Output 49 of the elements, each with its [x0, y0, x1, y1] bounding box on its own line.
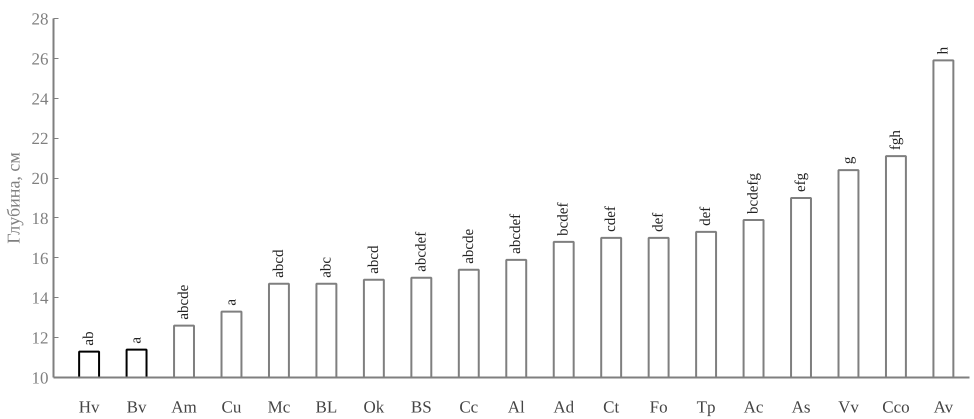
- y-tick-label: 20: [32, 169, 48, 188]
- data-label: h: [935, 46, 952, 54]
- x-tick-label: Cu: [222, 398, 242, 416]
- data-label: def: [698, 206, 714, 226]
- data-label: abcd: [366, 244, 382, 274]
- y-tick-label: 22: [32, 129, 48, 148]
- data-label: abc: [318, 256, 334, 278]
- y-tick-label: 16: [32, 248, 48, 268]
- data-label: fgh: [888, 130, 904, 150]
- y-tick-label: 18: [32, 208, 48, 228]
- data-label: bcdefg: [746, 172, 762, 214]
- x-tick-label: Ad: [553, 398, 575, 416]
- x-tick-label: Fo: [650, 398, 668, 416]
- y-tick-label: 14: [32, 288, 49, 308]
- y-tick-label: 28: [32, 10, 48, 28]
- data-label: efg: [793, 172, 810, 192]
- x-tick-label: Tp: [696, 398, 716, 416]
- x-tick-label: Hv: [78, 398, 100, 416]
- data-label: a: [128, 336, 145, 344]
- data-label: abcdef: [508, 214, 524, 254]
- x-tick-label: Cc: [459, 398, 479, 416]
- data-label: bcdef: [556, 202, 572, 236]
- x-tick-label: Cco: [882, 398, 910, 416]
- x-tick-label: Bv: [126, 398, 147, 416]
- data-label: cdef: [603, 206, 620, 232]
- x-tick-label: BL: [316, 398, 338, 416]
- data-label: abcde: [176, 284, 192, 320]
- x-tick-label: Am: [171, 398, 197, 416]
- x-tick-label: Al: [508, 398, 526, 416]
- data-label: abcdef: [413, 232, 430, 272]
- x-tick-label: Vv: [838, 398, 860, 416]
- data-label: g: [840, 156, 856, 164]
- y-tick-label: 10: [32, 368, 48, 388]
- data-label: abcde: [460, 228, 477, 264]
- x-tick-label: Ct: [603, 398, 620, 416]
- y-axis-title: Глубина, см: [4, 152, 24, 244]
- y-tick-label: 26: [32, 49, 48, 68]
- data-label: abcd: [270, 248, 287, 278]
- y-tick-label: 12: [32, 328, 48, 348]
- x-tick-label: As: [792, 398, 810, 416]
- x-tick-label: Av: [934, 398, 954, 416]
- data-label: ab: [81, 331, 98, 346]
- x-tick-label: Ac: [744, 398, 764, 416]
- data-label: def: [650, 212, 667, 232]
- y-tick-label: 24: [32, 89, 49, 108]
- x-tick-label: Ok: [363, 398, 385, 416]
- x-tick-label: Mc: [268, 398, 291, 416]
- x-tick-label: BS: [410, 398, 432, 416]
- data-label: a: [223, 298, 240, 306]
